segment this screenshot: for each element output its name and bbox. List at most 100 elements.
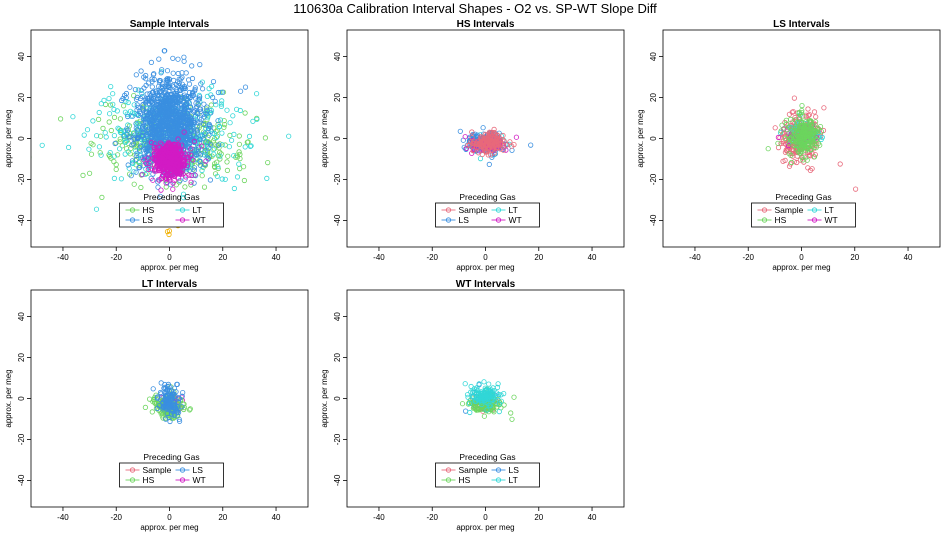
panel-hs-intervals: HS Intervals -40 -20 0 20 40 -40 -20 0 20 40 approx…	[320, 19, 625, 272]
scatter-point	[147, 110, 153, 116]
panel-title: LT Intervals	[142, 279, 198, 290]
scatter-point	[485, 152, 491, 158]
y-tick-label: -40	[333, 214, 342, 226]
scatter-point	[134, 156, 140, 162]
scatter-point	[247, 143, 253, 149]
scatter-point	[221, 124, 227, 131]
scatter-point	[207, 177, 213, 183]
scatter-point	[154, 394, 161, 400]
scatter-point	[176, 80, 182, 86]
scatter-point	[117, 129, 124, 135]
scatter-point	[166, 228, 172, 234]
scatter-point	[780, 140, 786, 146]
scatter-point	[164, 404, 170, 410]
y-tick-label: 0	[17, 396, 26, 401]
scatter-point	[183, 70, 189, 76]
scatter-point	[192, 85, 198, 91]
scatter-point	[107, 150, 113, 156]
series-wt	[139, 129, 209, 193]
scatter-point	[226, 144, 232, 150]
scatter-point	[492, 135, 498, 141]
scatter-point	[818, 129, 824, 135]
scatter-point	[491, 126, 497, 133]
panel-wt-intervals: WT Intervals -40 -20 0 20 40 -40 -20 0 20 40 approx…	[320, 279, 625, 532]
scatter-point	[169, 94, 175, 101]
legend-label: Sample	[775, 205, 804, 215]
legend-item-sample: Sample	[125, 465, 172, 475]
scatter-point	[248, 143, 254, 149]
scatter-point	[175, 56, 181, 62]
scatter-point	[494, 384, 501, 391]
scatter-point	[477, 156, 484, 162]
scatter-point	[219, 176, 225, 182]
x-tick-label: -40	[373, 253, 385, 262]
scatter-point	[236, 141, 242, 147]
scatter-point	[224, 159, 230, 165]
scatter-point	[198, 117, 204, 123]
scatter-point	[496, 409, 502, 415]
x-axis-label: approx. per meg	[140, 263, 198, 272]
scatter-point	[164, 110, 170, 117]
scatter-point	[791, 95, 797, 101]
scatter-point	[801, 128, 807, 134]
scatter-point	[486, 133, 492, 139]
y-tick-label: 40	[17, 312, 26, 321]
scatter-point	[121, 103, 127, 109]
y-tick-label: 0	[649, 136, 658, 141]
scatter-point	[143, 160, 149, 166]
x-tick-label: 40	[588, 253, 597, 262]
scatter-point	[130, 160, 136, 166]
scatter-point	[486, 409, 492, 415]
scatter-point	[187, 406, 193, 412]
scatter-point	[807, 119, 814, 125]
scatter-point	[798, 123, 804, 129]
scatter-point	[469, 129, 475, 135]
scatter-point	[188, 119, 194, 125]
scatter-point	[224, 107, 230, 113]
scatter-point	[180, 142, 187, 148]
scatter-point	[180, 390, 186, 396]
scatter-point	[791, 133, 797, 139]
scatter-point	[107, 111, 113, 117]
scatter-point	[151, 121, 157, 127]
scatter-point	[509, 416, 515, 422]
legend-label: LT	[509, 475, 518, 485]
scatter-point	[134, 119, 140, 125]
scatter-point	[203, 125, 209, 132]
scatter-point	[186, 141, 192, 147]
scatter-point	[787, 161, 794, 167]
scatter-point	[806, 112, 812, 118]
scatter-point	[138, 87, 144, 93]
scatter-point	[182, 94, 188, 100]
scatter-point	[170, 391, 176, 397]
scatter-point	[204, 108, 210, 114]
scatter-point	[161, 385, 167, 391]
scatter-point	[218, 103, 224, 110]
scatter-point	[127, 171, 133, 177]
scatter-point	[134, 102, 140, 108]
panel-lt-intervals: LT Intervals -40 -20 0 20 40 -40 -20 0 20 40 approx…	[4, 279, 309, 532]
scatter-point	[162, 404, 168, 410]
scatter-point	[236, 161, 242, 167]
scatter-point	[817, 142, 823, 148]
scatter-point	[210, 138, 217, 144]
scatter-point	[90, 118, 96, 124]
legend-item-lt: LT	[807, 205, 834, 215]
scatter-point	[131, 181, 137, 187]
scatter-point	[796, 141, 802, 147]
scatter-point	[170, 180, 176, 186]
scatter-point	[158, 105, 164, 112]
scatter-point	[151, 156, 157, 162]
series-ls	[112, 48, 249, 225]
legend-label: LS	[459, 215, 470, 225]
x-tick-label: -20	[426, 513, 438, 522]
scatter-point	[202, 130, 208, 136]
scatter-point	[160, 150, 166, 156]
scatter-point	[117, 116, 124, 122]
scatter-point	[236, 133, 242, 139]
scatter-point	[141, 151, 147, 157]
scatter-point	[476, 381, 482, 387]
scatter-point	[98, 152, 104, 158]
x-tick-label: -40	[373, 513, 385, 522]
legend-item-lt: LT	[491, 205, 518, 215]
